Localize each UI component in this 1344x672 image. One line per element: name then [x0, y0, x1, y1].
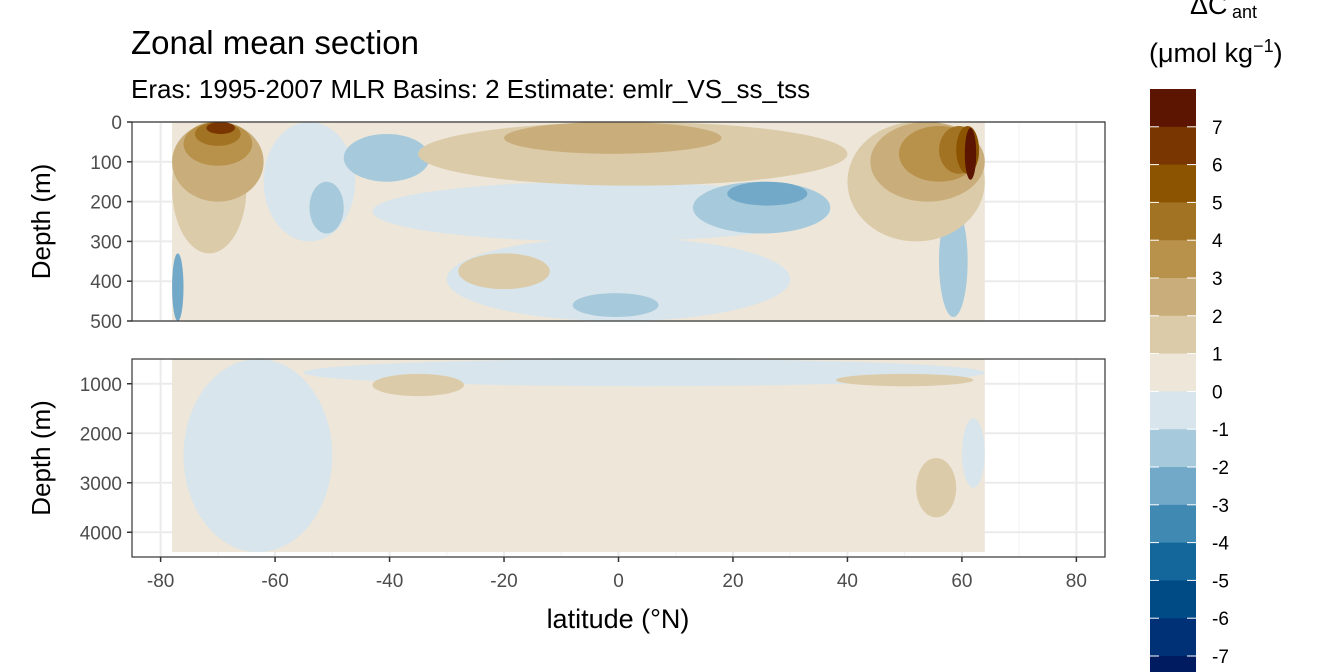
legend-swatch	[1150, 315, 1196, 355]
legend-label: 5	[1212, 193, 1223, 214]
legend-label: 0	[1212, 382, 1223, 403]
field-region	[727, 181, 808, 206]
field-region	[572, 293, 659, 318]
field-region	[309, 181, 344, 234]
legend-label: -4	[1212, 534, 1229, 555]
legend-swatch	[1150, 126, 1196, 166]
legend-label: -5	[1212, 571, 1229, 592]
y-axis-title: Depth (m)	[26, 400, 56, 516]
x-tick-label: -80	[147, 571, 174, 592]
legend-units-sup: −1	[1253, 36, 1274, 56]
y-tick-label: 300	[90, 232, 122, 253]
legend-label: -1	[1212, 420, 1229, 441]
field-region	[504, 122, 722, 154]
chart-title: Zonal mean section	[131, 24, 419, 61]
legend-swatch	[1150, 504, 1196, 544]
legend-swatch	[1150, 353, 1196, 392]
y-tick-label: 2000	[80, 424, 122, 445]
x-tick-label: -60	[261, 571, 288, 592]
legend-swatch	[1150, 278, 1196, 317]
x-axis: -80 -60 -40 -20 0 20 40 60 80	[147, 557, 1087, 592]
legend-label: -6	[1212, 609, 1229, 630]
field-region	[183, 359, 333, 553]
lower-panel: 1000 2000 3000 4000 Depth (m)	[26, 358, 1106, 558]
legend-colorbar: 7 6 5 4 3 2 1 0 -1 -2 -3 -4 -5 -6 -7	[1150, 89, 1229, 672]
field-region	[263, 122, 356, 242]
x-axis-title: latitude (°N)	[547, 604, 690, 634]
field-layer	[172, 359, 985, 553]
legend-title-main: ΔC	[1190, 0, 1228, 20]
legend-units: (μmol kg−1)	[1149, 36, 1283, 68]
field-region	[303, 359, 985, 387]
y-axis-title: Depth (m)	[26, 164, 56, 280]
field-region	[372, 373, 464, 397]
legend-swatch	[1150, 240, 1196, 279]
field-region	[343, 133, 430, 182]
legend-swatch	[1150, 89, 1196, 128]
x-tick-label: -40	[376, 571, 403, 592]
legend-swatch	[1150, 656, 1196, 672]
field-region	[961, 418, 985, 488]
field-region	[964, 127, 977, 180]
legend-swatch	[1150, 618, 1196, 657]
y-tick-label: 500	[90, 312, 122, 333]
field-layer	[172, 122, 985, 321]
legend-label: 3	[1212, 269, 1223, 290]
x-tick-label: 80	[1066, 571, 1087, 592]
legend-label: 1	[1212, 345, 1223, 366]
x-tick-label: 20	[722, 571, 743, 592]
field-region	[206, 122, 236, 134]
legend-swatch	[1150, 580, 1196, 619]
y-tick-label: 4000	[80, 523, 122, 544]
legend-units-suffix: )	[1274, 38, 1283, 68]
legend-label: -3	[1212, 496, 1229, 517]
y-tick-label: 3000	[80, 474, 122, 495]
x-tick-label: 40	[837, 571, 858, 592]
upper-panel: 0 100 200 300 400 500 Depth (m)	[26, 113, 1106, 333]
legend-swatch	[1150, 467, 1196, 506]
legend-label: 7	[1212, 118, 1223, 139]
legend-label: 4	[1212, 231, 1223, 252]
x-tick-label: -20	[490, 571, 517, 592]
legend-label: -7	[1212, 647, 1229, 668]
y-tick-label: 200	[90, 193, 122, 214]
legend-units-prefix: (μmol kg	[1149, 38, 1253, 68]
legend-label: 6	[1212, 156, 1223, 177]
field-region	[458, 253, 550, 290]
chart-subtitle: Eras: 1995-2007 MLR Basins: 2 Estimate: …	[131, 74, 811, 104]
legend-swatch	[1150, 429, 1196, 468]
legend-label: -2	[1212, 458, 1229, 479]
y-tick-label: 400	[90, 272, 122, 293]
legend-swatch	[1150, 202, 1196, 241]
panel-frame	[131, 121, 1106, 322]
legend-swatch	[1150, 391, 1196, 430]
field-region	[172, 253, 184, 321]
legend: ΔC ant (μmol kg−1) 7 6 5 4 3 2 1 0 -1 -2 -3 -4 -5 -6 -…	[1149, 0, 1283, 672]
x-tick-label: 0	[613, 571, 624, 592]
legend-swatch	[1150, 164, 1196, 203]
x-tick-label: 60	[951, 571, 972, 592]
y-tick-label: 100	[90, 153, 122, 174]
legend-swatch	[1150, 542, 1196, 581]
y-tick-label: 0	[111, 113, 122, 134]
y-tick-label: 1000	[80, 375, 122, 396]
field-region	[835, 373, 974, 387]
legend-title-sub: ant	[1232, 2, 1257, 22]
legend-label: 2	[1212, 307, 1223, 328]
field-region	[916, 458, 957, 518]
